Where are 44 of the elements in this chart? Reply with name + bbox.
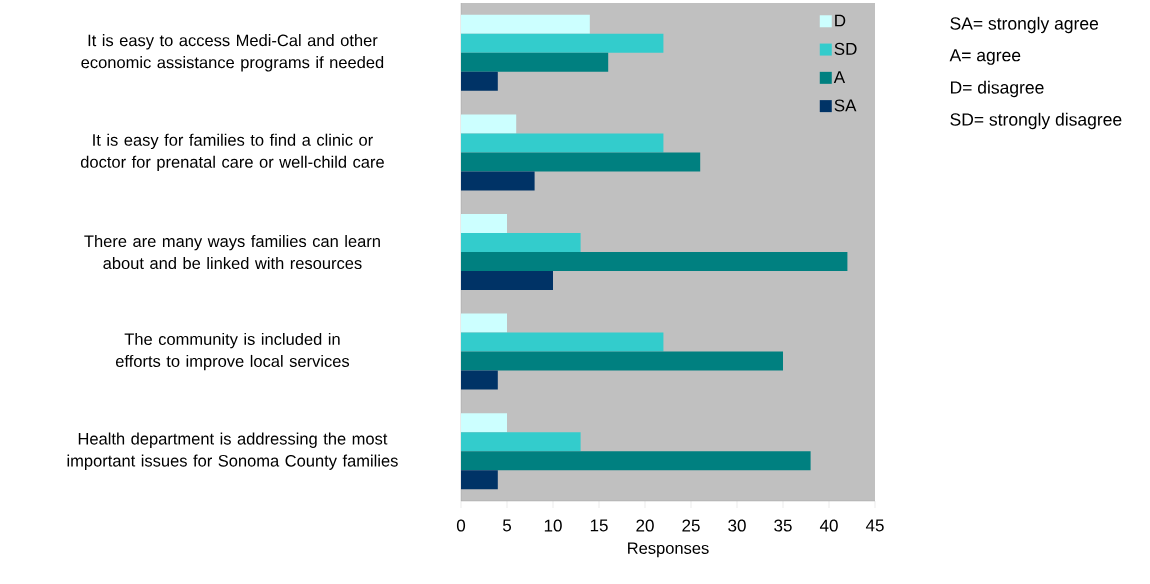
- x-tick-label: 5: [502, 519, 512, 532]
- text: SD= strongly disagree: [950, 112, 1122, 130]
- legend-label: SD: [834, 42, 857, 55]
- text: A= agree: [949, 49, 1021, 65]
- bar: [461, 332, 664, 352]
- x-tick-label: 15: [590, 519, 608, 532]
- x-axis-title: Responses: [628, 542, 709, 558]
- x-tick-label: 30: [728, 519, 746, 532]
- bar: [461, 413, 507, 433]
- x-tick-label: 45: [865, 519, 884, 532]
- bar: [461, 214, 507, 234]
- bar: [461, 370, 498, 390]
- x-tick-label: 25: [682, 519, 700, 532]
- bar: [461, 71, 498, 91]
- y-tick-label: Health department is addressing the most important issues for Sonoma County families: [67, 432, 398, 470]
- bar: [461, 233, 581, 253]
- text: SA= strongly agree: [950, 16, 1099, 34]
- bar: [461, 171, 535, 191]
- bar: [461, 252, 848, 272]
- y-tick-label: The community is included in efforts to improve local services: [115, 332, 350, 371]
- x-tick-label: 10: [544, 519, 562, 532]
- y-tick-label: It is easy for families to find a clinic or doctor for prenatal care or well-child care: [80, 133, 384, 172]
- legend-label: D: [835, 14, 846, 27]
- bar: [461, 114, 517, 134]
- legend-label: SA: [834, 99, 857, 112]
- x-tick-label: 0: [456, 519, 466, 532]
- bar: [461, 33, 664, 53]
- legend-label: A: [833, 71, 846, 83]
- bar: [461, 432, 581, 452]
- bar: [461, 451, 811, 471]
- y-tick-label: There are many ways families can learn about and be linked with resources: [84, 234, 380, 270]
- bar: [461, 152, 701, 172]
- bar: [461, 14, 590, 34]
- bar: [461, 313, 507, 333]
- x-tick-label: 20: [636, 519, 654, 532]
- bar: [461, 271, 553, 291]
- bar: [461, 470, 498, 490]
- y-tick-label: It is easy to access Medi-Cal and other economic assistance programs if needed: [81, 34, 384, 72]
- bar: [461, 351, 783, 371]
- bar: [461, 133, 664, 153]
- x-tick-label: 40: [819, 519, 838, 532]
- x-tick-label: 35: [774, 519, 792, 532]
- bar: [461, 52, 609, 72]
- text: D= disagree: [950, 80, 1044, 98]
